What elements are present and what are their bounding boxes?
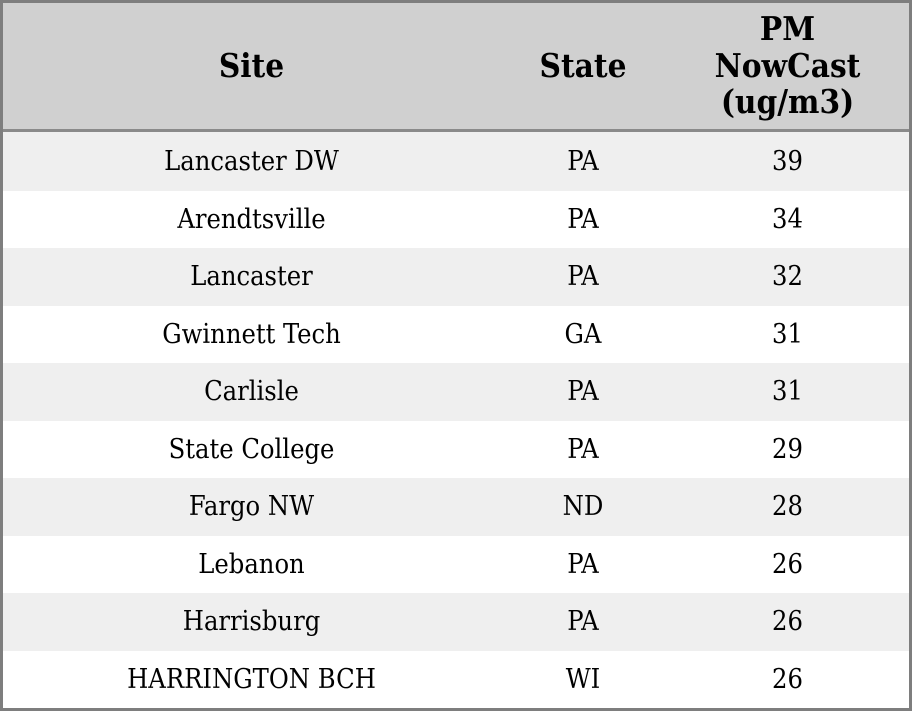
column-header-pm-nowcast: PM NowCast (ug/m3) — [666, 3, 909, 132]
site-cell: Lancaster DW — [164, 145, 339, 177]
pm-nowcast-value-cell: 26 — [772, 606, 803, 638]
pm-nowcast-value-cell: 26 — [772, 663, 803, 695]
site-cell: HARRINGTON BCH — [127, 663, 376, 695]
pm-nowcast-value-cell: 29 — [772, 433, 803, 465]
site-cell: Fargo NW — [188, 491, 315, 523]
table-row: HARRINGTON BCH WI 26 — [3, 650, 909, 708]
state-cell: ND — [562, 491, 604, 523]
column-header-pm-nowcast-label: PM NowCast (ug/m3) — [714, 8, 861, 122]
site-cell: Carlisle — [204, 376, 299, 408]
column-header-site: Site — [3, 3, 500, 132]
header-row: Site State PM NowCast (ug/m3) — [3, 3, 909, 132]
pm-nowcast-value-cell: 26 — [772, 548, 803, 580]
state-cell: PA — [567, 261, 599, 293]
pm-nowcast-value-cell: 28 — [772, 491, 803, 523]
site-cell: State College — [168, 433, 335, 465]
site-cell: Arendtsville — [177, 203, 326, 235]
pm-nowcast-value-cell: 39 — [772, 145, 803, 177]
column-header-state-label: State — [539, 45, 627, 85]
table-row: Gwinnett Tech GA 31 — [3, 305, 909, 364]
state-cell: WI — [565, 663, 601, 695]
table-row: Lancaster DW PA 39 — [3, 130, 909, 191]
table-row: Fargo NW ND 28 — [3, 478, 909, 536]
table-header: Site State PM NowCast (ug/m3) — [3, 3, 909, 132]
column-header-state: State — [500, 3, 666, 132]
table-row: Arendtsville PA 34 — [3, 190, 909, 249]
table-row: State College PA 29 — [3, 420, 909, 479]
column-header-site-label: Site — [218, 45, 285, 85]
state-cell: PA — [567, 376, 599, 408]
state-cell: PA — [567, 606, 599, 638]
state-cell: PA — [567, 145, 599, 177]
state-cell: PA — [567, 433, 599, 465]
pm-nowcast-value-cell: 32 — [772, 261, 803, 293]
state-cell: GA — [564, 318, 602, 350]
site-cell: Gwinnett Tech — [162, 318, 341, 350]
state-cell: PA — [567, 203, 599, 235]
site-cell: Lebanon — [198, 548, 305, 580]
pm-nowcast-table: Site State PM NowCast (ug/m3) Lancaster … — [3, 3, 909, 708]
site-cell: Harrisburg — [182, 606, 321, 638]
table-row: Carlisle PA 31 — [3, 363, 909, 421]
pm-nowcast-value-cell: 31 — [772, 318, 803, 350]
pm-nowcast-value-cell: 34 — [772, 203, 803, 235]
table-row: Harrisburg PA 26 — [3, 593, 909, 651]
state-cell: PA — [567, 548, 599, 580]
table-row: Lancaster PA 32 — [3, 248, 909, 306]
table-row: Lebanon PA 26 — [3, 535, 909, 594]
pm-nowcast-value-cell: 31 — [772, 376, 803, 408]
site-cell: Lancaster — [190, 261, 313, 293]
table-body: Lancaster DW PA 39 Arendtsville PA 34 Lancaste… — [3, 130, 909, 708]
